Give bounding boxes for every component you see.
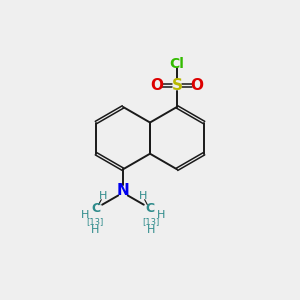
Text: [13]: [13] (142, 218, 160, 226)
Text: H: H (91, 225, 99, 235)
Text: O: O (191, 78, 204, 93)
Text: H: H (139, 191, 147, 201)
Text: N: N (117, 183, 129, 198)
Text: S: S (172, 78, 182, 93)
Text: Cl: Cl (169, 57, 184, 71)
Text: H: H (99, 191, 107, 201)
Text: H: H (157, 210, 165, 220)
Text: O: O (150, 78, 163, 93)
Text: C: C (145, 202, 154, 215)
Text: H: H (81, 210, 89, 220)
Text: H: H (147, 225, 155, 235)
Text: [13]: [13] (86, 218, 104, 226)
Text: C: C (92, 202, 101, 215)
